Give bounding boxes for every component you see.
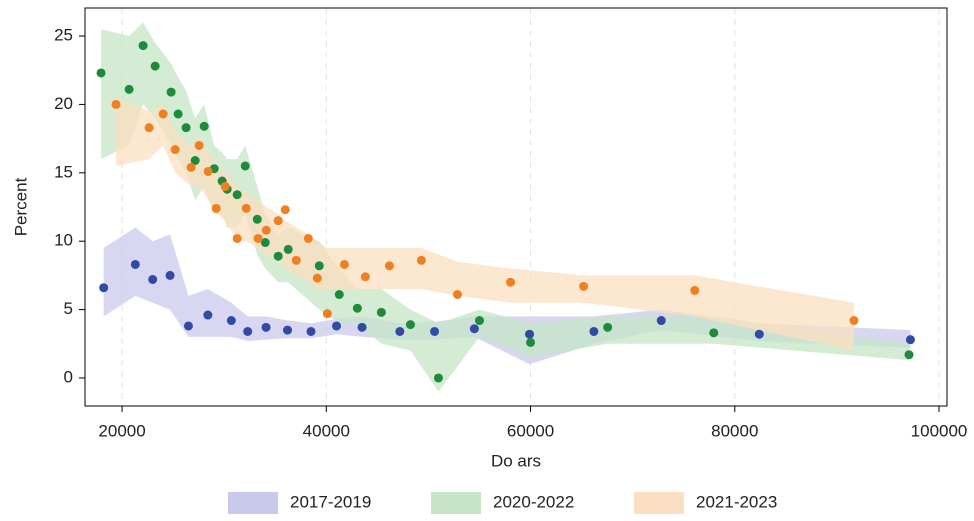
legend-label: 2020-2022 [493, 492, 574, 511]
data-point [186, 162, 196, 172]
data-point [165, 270, 175, 280]
confidence-band [116, 97, 854, 351]
data-point [261, 322, 271, 332]
data-point [150, 61, 160, 71]
legend-label: 2021-2023 [696, 492, 777, 511]
data-point [506, 277, 516, 287]
data-point [430, 326, 440, 336]
data-point [452, 290, 462, 300]
data-point [849, 316, 859, 326]
data-point [433, 373, 443, 383]
data-point [243, 326, 253, 336]
data-point [754, 329, 764, 339]
y-tick-label: 0 [64, 367, 73, 386]
data-point [405, 320, 415, 330]
data-point [306, 326, 316, 336]
data-point [526, 337, 536, 347]
data-point [232, 190, 242, 200]
x-tick-label: 100000 [911, 421, 968, 440]
data-point [334, 290, 344, 300]
data-point [203, 310, 213, 320]
y-tick-label: 25 [54, 26, 73, 45]
data-point [312, 273, 322, 283]
data-point [170, 145, 180, 155]
x-tick-label: 40000 [303, 421, 350, 440]
x-tick-label: 80000 [711, 421, 758, 440]
data-point [525, 329, 535, 339]
data-point [709, 328, 719, 338]
data-point [226, 316, 236, 326]
legend-swatch [228, 492, 278, 514]
x-tick-label: 60000 [507, 421, 554, 440]
data-point [376, 307, 386, 317]
data-point [173, 109, 183, 119]
data-point [220, 181, 230, 191]
data-point [130, 259, 140, 269]
y-axis-title: Percent [11, 177, 30, 236]
data-point [273, 251, 283, 261]
data-point [166, 87, 176, 97]
data-point [291, 255, 301, 265]
data-point [579, 281, 589, 291]
data-point [273, 216, 283, 226]
data-point [261, 225, 271, 235]
data-point [203, 166, 213, 176]
y-tick-label: 5 [64, 299, 73, 318]
y-tick-label: 20 [54, 94, 73, 113]
data-point [183, 321, 193, 331]
data-point [322, 309, 332, 319]
data-point [395, 326, 405, 336]
data-point [181, 123, 191, 133]
data-point [360, 272, 370, 282]
data-point [211, 203, 221, 213]
data-point [111, 99, 121, 109]
data-point [603, 322, 613, 332]
data-point [124, 84, 134, 94]
legend-label: 2017-2019 [290, 492, 371, 511]
data-point [283, 325, 293, 335]
data-point [252, 214, 262, 224]
data-point [158, 109, 168, 119]
data-point [241, 203, 251, 213]
data-point [253, 233, 263, 243]
data-point [339, 259, 349, 269]
data-point [469, 324, 479, 334]
data-point [303, 233, 313, 243]
data-point [280, 205, 290, 215]
data-point [148, 274, 158, 284]
data-point [190, 155, 200, 165]
data-point [352, 303, 362, 313]
data-point [904, 350, 914, 360]
data-point [357, 322, 367, 332]
legend-swatch [634, 492, 684, 514]
data-point [656, 316, 666, 326]
data-point [332, 321, 342, 331]
data-point [384, 261, 394, 271]
data-point [314, 261, 324, 271]
data-point [474, 316, 484, 326]
data-point [905, 335, 915, 345]
data-point [240, 161, 250, 171]
data-point [96, 68, 106, 78]
data-point [99, 283, 109, 293]
y-tick-label: 10 [54, 231, 73, 250]
legend-swatch [431, 492, 481, 514]
x-axis-title: Do ars [491, 451, 541, 470]
data-point [138, 41, 148, 51]
data-point [194, 140, 204, 150]
x-tick-label: 20000 [98, 421, 145, 440]
data-point [416, 255, 426, 265]
data-point [690, 285, 700, 295]
data-point [199, 121, 209, 131]
plot-frame [84, 7, 948, 407]
data-point [589, 326, 599, 336]
data-point [283, 244, 293, 254]
y-tick-label: 15 [54, 162, 73, 181]
data-point [144, 123, 154, 133]
data-point [232, 233, 242, 243]
data-point [260, 238, 270, 248]
